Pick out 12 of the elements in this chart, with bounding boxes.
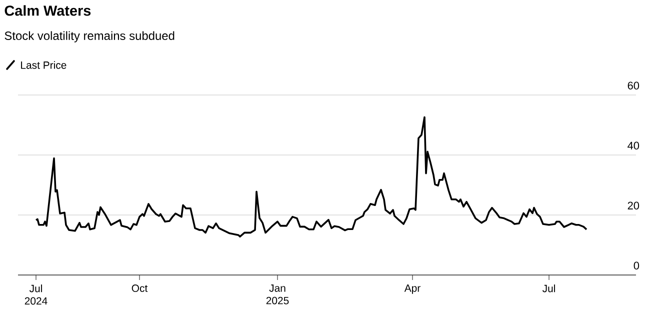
y-tick-label: 40 <box>628 142 640 150</box>
chart-title: Calm Waters <box>4 5 91 16</box>
x-tick-label: Jan 2025 <box>266 284 289 304</box>
x-tick-label: Jul 2024 <box>24 284 48 305</box>
y-tick-label: 0 <box>634 262 640 270</box>
legend-label: Last Price <box>21 61 66 69</box>
y-tick-label: 20 <box>628 202 640 210</box>
chart-subtitle: Stock volatility remains subdued <box>4 31 174 42</box>
x-tick-label: Apr <box>404 284 420 294</box>
y-tick-label: 60 <box>628 82 640 90</box>
x-tick-label: Jul <box>542 284 555 292</box>
x-tick-label: Oct <box>132 284 148 292</box>
